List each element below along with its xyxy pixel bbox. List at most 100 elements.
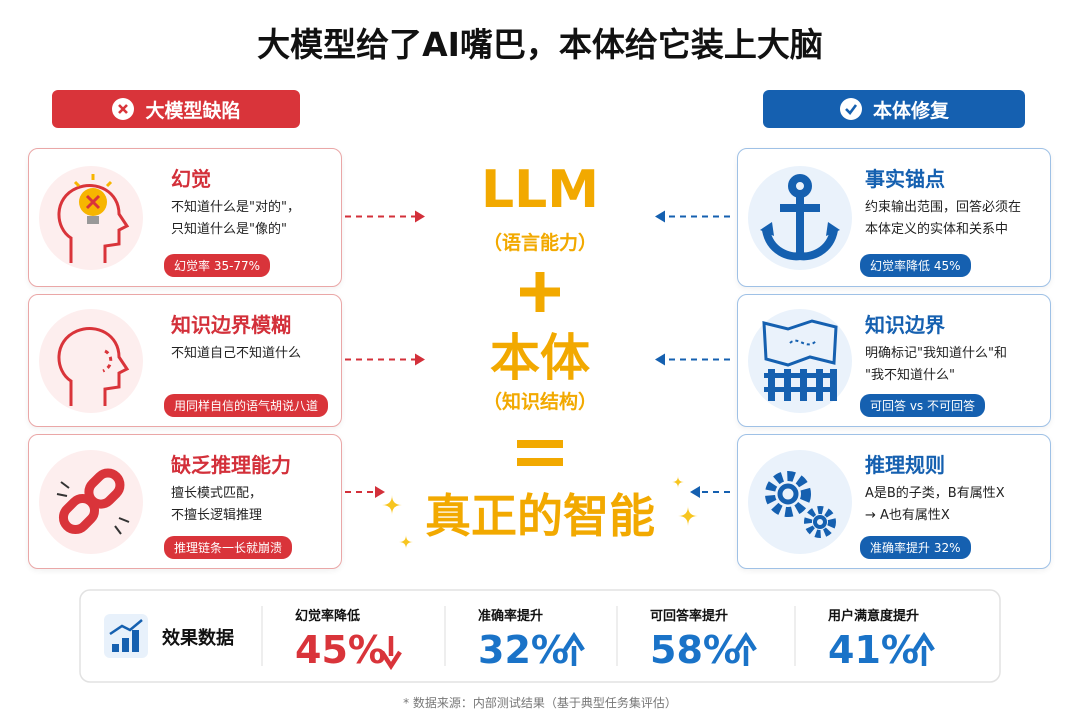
metric-label: 幻觉率降低 [295, 609, 361, 624]
arrow-head [375, 486, 385, 498]
icon-circle [39, 165, 143, 270]
chart-icon-line [109, 619, 143, 636]
footnote: * 数据来源：内部测试结果（基于典型任务集评估） [403, 696, 677, 710]
card: 幻觉不知道什么是"对的"， 只知道什么是"像的" 幻觉率 35-77% [28, 148, 342, 287]
icon-shape [777, 483, 799, 504]
icon [56, 468, 130, 535]
icon-circle [39, 308, 143, 413]
metric-value: 41% [828, 628, 919, 672]
chart-icon-bar [112, 644, 119, 652]
card-badge: 可回答 vs 不可回答 [860, 394, 985, 417]
icon-shape [57, 326, 130, 406]
card-title: 缺乏推理能力 [171, 453, 291, 477]
icon-shape [765, 470, 811, 517]
icon-shape [762, 318, 838, 367]
icon-shape [816, 368, 823, 401]
icon-shape [813, 514, 827, 529]
card-line: 约束输出范围，回答必须在 [865, 200, 1022, 215]
llm-sub: （语言能力） [482, 232, 597, 254]
card-badge: 幻觉率 35-77% [164, 254, 271, 277]
card-line: → A也有属性X [865, 508, 950, 523]
sparkle [678, 506, 698, 526]
icon [760, 173, 840, 260]
llm: LLM [480, 160, 599, 220]
metric-label: 可回答率提升 [650, 609, 729, 624]
chart-icon-bar [122, 638, 129, 652]
sparkle [399, 535, 413, 549]
metric-value: 45% [295, 628, 386, 672]
icon [765, 470, 836, 538]
sparkle [382, 495, 402, 515]
card-line: "我不知道什么" [865, 368, 955, 383]
card-line: 不擅长逻辑推理 [171, 508, 263, 523]
header-text: 本体修复 [872, 99, 949, 122]
card-line: A是B的子类，B有属性X [865, 486, 1005, 501]
icon-shape [73, 173, 113, 187]
metric-arrow [380, 636, 402, 671]
metric-value: 32% [478, 628, 569, 672]
card-badge: 推理链条一长就崩溃 [164, 536, 293, 559]
icon-shape [784, 368, 791, 401]
icon-shape [764, 368, 837, 401]
equals [517, 440, 563, 466]
card-badge: 幻觉率降低 45% [860, 254, 971, 277]
plus [520, 272, 560, 312]
card-line: 不知道自己不知道什么 [171, 346, 302, 361]
icon-shape [84, 468, 125, 509]
card-title: 知识边界 [865, 313, 945, 337]
icon-shape [789, 339, 817, 345]
card-line: 不知道什么是"对的"， [171, 200, 300, 215]
ontology-sub: （知识结构） [482, 391, 597, 413]
icon-shape [762, 173, 838, 260]
arrow-head [415, 210, 425, 223]
icon [57, 326, 130, 406]
icon-shape [800, 368, 807, 401]
check-icon [839, 98, 862, 120]
icon-shape [102, 349, 113, 372]
left-header: 大模型缺陷 [52, 90, 300, 128]
card: 知识边界模糊不知道自己不知道什么用同样自信的语气胡说八道 [28, 294, 342, 427]
icon-shape [87, 215, 99, 224]
arrow-head [655, 210, 665, 223]
card-badge: 准确率提升 32% [860, 536, 971, 559]
icon-shape [804, 505, 836, 538]
card-title: 推理规则 [865, 453, 945, 477]
card-line: 只知道什么是"像的" [171, 222, 287, 237]
ontology: 本体 [490, 329, 590, 387]
icon-shape [788, 173, 812, 198]
icon-shape [56, 480, 130, 535]
icon [762, 318, 838, 401]
icon-shape [845, 104, 858, 115]
metric-label: 用户满意度提升 [828, 609, 920, 624]
header-text: 大模型缺陷 [145, 99, 241, 122]
metric-arrow [913, 631, 935, 666]
metric-label: 准确率提升 [478, 609, 544, 624]
icon-shape [839, 98, 862, 120]
right-header: 本体修复 [763, 90, 1025, 128]
icon-circle [748, 165, 852, 270]
card-title: 幻觉 [171, 167, 211, 191]
arrow-head [690, 486, 700, 498]
icon-shape [57, 183, 130, 263]
x-icon [112, 98, 135, 120]
card: 推理规则 A是B的子类，B有属性X → A也有属性X 准确率提升 32% [737, 434, 1051, 569]
icon-shape [85, 194, 101, 209]
title: 大模型给了AI嘴巴，本体给它装上大脑 [257, 25, 823, 64]
card-badge: 用同样自信的语气胡说八道 [164, 394, 329, 417]
icon-circle [39, 449, 143, 554]
card: 事实锚点 约束输出范围，回答必须在 本体定义的实体和关系中 幻觉率降低 45% [737, 148, 1051, 287]
icon-shape [58, 468, 125, 534]
arrow-head [655, 353, 665, 366]
metrics-label: 效果数据 [162, 628, 234, 649]
card-title: 知识边界模糊 [171, 313, 291, 337]
metrics-panel [79, 589, 1001, 683]
icon-shape [762, 193, 838, 260]
card: 缺乏推理能力 擅长模式匹配， 不擅长逻辑推理 推理链条一长就崩溃 [28, 434, 342, 569]
icon-shape [830, 368, 837, 401]
icon-circle [748, 308, 852, 413]
metric-arrow [563, 631, 585, 666]
icon [57, 173, 130, 263]
card: 知识边界 明确标记"我知道什么"和 "我不知道什么" 可回答 vs 不可回答 [737, 294, 1051, 427]
